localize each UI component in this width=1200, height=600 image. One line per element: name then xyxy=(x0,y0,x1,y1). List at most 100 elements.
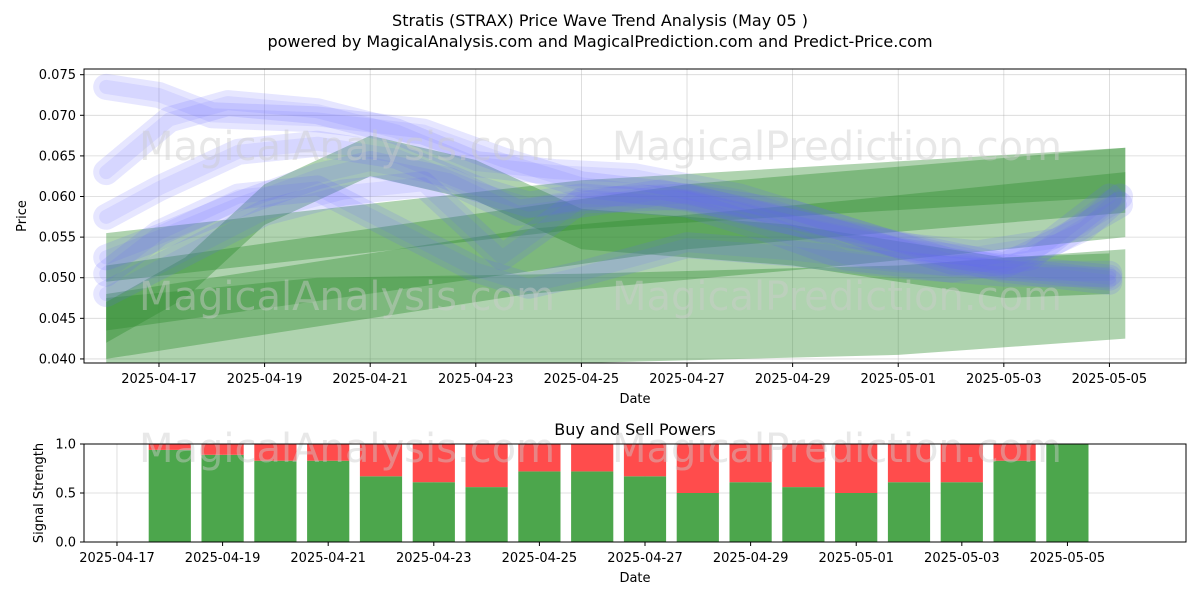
signal-x-tick-label-7: 2025-05-01 xyxy=(818,551,894,566)
price-x-tick-label-0: 2025-04-17 xyxy=(121,372,197,387)
blue-band-core-3 xyxy=(99,157,1127,265)
price-grid xyxy=(84,69,1186,363)
price-x-tick-label-8: 2025-05-03 xyxy=(966,372,1042,387)
price-y-label: Price xyxy=(15,200,30,232)
signal-chart: Buy and Sell Powers MagicalAnalysis.com … xyxy=(32,420,1187,586)
price-x-tick-label-2: 2025-04-21 xyxy=(332,372,408,387)
buy-bar-1 xyxy=(201,454,244,542)
signal-x-tick-label-5: 2025-04-27 xyxy=(607,551,683,566)
sell-bar-10 xyxy=(676,444,719,493)
signal-x-tick-label-4: 2025-04-25 xyxy=(502,551,578,566)
signal-x-tick-label-3: 2025-04-23 xyxy=(396,551,472,566)
price-x-tick-label-7: 2025-05-01 xyxy=(860,372,936,387)
sell-bar-13 xyxy=(835,444,878,493)
signal-x-tick-label-6: 2025-04-29 xyxy=(713,551,789,566)
blue-band-3 xyxy=(93,151,1133,271)
buy-bar-9 xyxy=(623,476,667,542)
chart-title: Stratis (STRAX) Price Wave Trend Analysi… xyxy=(392,11,808,30)
sell-bar-12 xyxy=(782,444,825,488)
sell-bar-5 xyxy=(412,444,455,483)
watermark-prediction-mid: MagicalPrediction.com xyxy=(612,274,1062,320)
buy-bar-14 xyxy=(887,482,931,542)
price-x-tick-label-1: 2025-04-19 xyxy=(227,372,303,387)
signal-y-label: Signal Strength xyxy=(32,443,47,543)
price-plot-area xyxy=(84,69,1186,363)
buy-bar-13 xyxy=(835,493,878,542)
blue-band-0 xyxy=(93,73,1123,295)
sell-bar-4 xyxy=(359,444,403,477)
chart-subtitle: powered by MagicalAnalysis.com and Magic… xyxy=(267,32,932,51)
sell-bar-8 xyxy=(571,444,614,472)
green-band-3 xyxy=(106,135,1110,343)
sell-bar-2 xyxy=(254,444,297,461)
signal-y-tick-label-2: 1.0 xyxy=(55,438,76,453)
buy-bar-15 xyxy=(940,482,983,542)
blue-band-core-4 xyxy=(99,177,1127,301)
blue-band-4 xyxy=(93,171,1133,307)
buy-bar-2 xyxy=(254,460,297,542)
blue-band-2 xyxy=(93,130,1123,283)
signal-x-label: Date xyxy=(619,571,650,586)
price-y-tick-label-2: 0.050 xyxy=(39,271,76,286)
green-band-4 xyxy=(106,249,1126,363)
price-axis-ticks: 2025-04-17 2025-04-19 2025-04-21 2025-04-23… xyxy=(39,68,1147,387)
signal-x-tick-label-9: 2025-05-05 xyxy=(1030,551,1106,566)
buy-bar-16 xyxy=(993,460,1036,542)
buy-bar-6 xyxy=(465,487,508,542)
price-y-tick-label-7: 0.075 xyxy=(39,68,76,83)
price-x-tick-label-9: 2025-05-05 xyxy=(1072,372,1148,387)
price-y-tick-label-4: 0.060 xyxy=(39,190,76,205)
price-y-tick-label-0: 0.040 xyxy=(39,352,76,367)
signal-chart-title: Buy and Sell Powers xyxy=(554,420,716,439)
sell-bar-3 xyxy=(307,444,350,461)
signal-x-tick-label-8: 2025-05-03 xyxy=(924,551,1000,566)
signal-x-tick-label-2: 2025-04-21 xyxy=(290,551,366,566)
sell-bar-15 xyxy=(940,444,983,483)
green-band-2 xyxy=(106,172,1126,359)
buy-bar-10 xyxy=(676,493,719,542)
price-x-tick-label-5: 2025-04-27 xyxy=(649,372,725,387)
signal-bars xyxy=(148,444,1089,542)
buy-bar-5 xyxy=(412,482,455,542)
blue-band-5 xyxy=(93,175,1123,299)
price-x-label: Date xyxy=(619,392,650,407)
blue-band-1 xyxy=(93,90,1123,291)
blue-band-core-5 xyxy=(99,181,1117,293)
price-x-tick-label-4: 2025-04-25 xyxy=(544,372,620,387)
sell-bar-16 xyxy=(993,444,1036,461)
watermark-analysis-top: MagicalAnalysis.com xyxy=(139,124,555,170)
sell-bar-0 xyxy=(148,444,191,450)
price-chart: MagicalAnalysis.com MagicalPrediction.co… xyxy=(15,68,1187,407)
signal-y-tick-label-0: 0.0 xyxy=(55,536,76,551)
buy-bar-8 xyxy=(571,471,614,542)
buy-bar-4 xyxy=(359,476,403,542)
buy-bar-12 xyxy=(782,487,825,542)
watermark-prediction-bottom: MagicalPrediction.com xyxy=(612,426,1062,472)
watermark-analysis-bottom: MagicalAnalysis.com xyxy=(139,426,555,472)
green-band-0 xyxy=(106,147,1126,282)
buy-bar-11 xyxy=(729,482,772,542)
sell-bar-11 xyxy=(729,444,772,483)
green-band-1 xyxy=(106,147,1126,331)
price-plot-frame xyxy=(83,68,1187,364)
price-bands xyxy=(93,73,1133,363)
price-y-tick-label-6: 0.070 xyxy=(39,109,76,124)
buy-bar-17 xyxy=(1046,444,1089,542)
price-y-tick-label-1: 0.045 xyxy=(39,312,76,327)
price-y-tick-label-3: 0.055 xyxy=(39,231,76,246)
sell-bar-7 xyxy=(518,444,561,472)
sell-bar-6 xyxy=(465,444,508,488)
signal-x-tick-label-0: 2025-04-17 xyxy=(79,551,155,566)
watermark-analysis-mid: MagicalAnalysis.com xyxy=(139,274,555,320)
price-y-tick-label-5: 0.065 xyxy=(39,149,76,164)
watermark-prediction-top: MagicalPrediction.com xyxy=(612,124,1062,170)
sell-bar-9 xyxy=(623,444,667,477)
blue-band-core-1 xyxy=(99,96,1117,285)
price-x-tick-label-6: 2025-04-29 xyxy=(755,372,831,387)
blue-band-core-0 xyxy=(99,79,1117,289)
signal-y-tick-label-1: 0.5 xyxy=(55,487,76,502)
sell-bar-1 xyxy=(201,444,244,455)
buy-bar-7 xyxy=(518,471,561,542)
buy-bar-0 xyxy=(148,449,191,542)
